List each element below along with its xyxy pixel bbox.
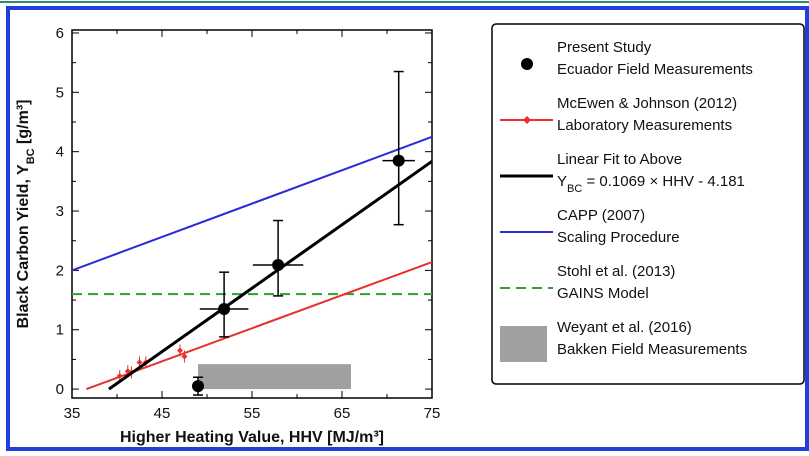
legend-swatch bbox=[521, 58, 533, 70]
legend-description: Laboratory Measurements bbox=[557, 117, 732, 134]
legend-box bbox=[491, 23, 805, 385]
subscript: BC bbox=[567, 183, 582, 195]
legend-label: McEwen & Johnson (2012) bbox=[557, 95, 737, 112]
text-part: Laboratory Measurements bbox=[557, 117, 732, 134]
legend-label: Stohl et al. (2013) bbox=[557, 263, 675, 280]
subscript: BC bbox=[25, 148, 37, 164]
y-tick-label: 3 bbox=[56, 203, 64, 220]
x-tick-label: 35 bbox=[64, 405, 81, 422]
text-part: = 0.1069 × HHV - 4.181 bbox=[582, 173, 745, 190]
legend-swatch bbox=[500, 326, 547, 362]
point bbox=[272, 259, 285, 272]
y-tick-label: 2 bbox=[56, 262, 64, 279]
x-tick-label: 55 bbox=[244, 405, 261, 422]
legend-description: Ecuador Field Measurements bbox=[557, 61, 753, 78]
legend-description: Bakken Field Measurements bbox=[557, 341, 747, 358]
y-tick-label: 5 bbox=[56, 84, 64, 101]
text-part: GAINS Model bbox=[557, 285, 649, 302]
y-tick-label: 6 bbox=[56, 25, 64, 42]
text-part: Scaling Procedure bbox=[557, 229, 680, 246]
text-part: Bakken Field Measurements bbox=[557, 341, 747, 358]
legend-label: Weyant et al. (2016) bbox=[557, 319, 692, 336]
series-line bbox=[108, 160, 432, 391]
y-tick-label: 0 bbox=[56, 381, 64, 398]
y-axis-title: Black Carbon Yield, YBC [g/m³] bbox=[15, 100, 37, 329]
point bbox=[192, 380, 204, 393]
text-part: [g/m³] bbox=[15, 100, 32, 149]
legend-description: Scaling Procedure bbox=[557, 229, 680, 246]
legend-label: Linear Fit to Above bbox=[557, 151, 682, 168]
text-part: Black Carbon Yield, Y bbox=[15, 164, 32, 329]
text-part: Y bbox=[557, 173, 567, 190]
legend-label: Present Study bbox=[557, 39, 652, 56]
legend-description: GAINS Model bbox=[557, 285, 649, 302]
band bbox=[198, 364, 351, 390]
point bbox=[218, 302, 231, 315]
x-tick-label: 75 bbox=[424, 405, 441, 422]
plot-area bbox=[72, 70, 432, 396]
series-line bbox=[72, 135, 432, 272]
y-tick-label: 1 bbox=[56, 322, 64, 339]
point bbox=[392, 154, 405, 167]
series-line bbox=[86, 261, 432, 391]
legend-description: YBC = 0.1069 × HHV - 4.181 bbox=[557, 173, 745, 195]
y-tick-label: 4 bbox=[56, 144, 64, 161]
legend-swatch bbox=[523, 116, 531, 124]
x-tick-label: 45 bbox=[154, 405, 171, 422]
x-axis-title: Higher Heating Value, HHV [MJ/m³] bbox=[120, 429, 384, 446]
legend-label: CAPP (2007) bbox=[557, 207, 645, 224]
x-tick-label: 65 bbox=[334, 405, 351, 422]
text-part: Ecuador Field Measurements bbox=[557, 61, 753, 78]
